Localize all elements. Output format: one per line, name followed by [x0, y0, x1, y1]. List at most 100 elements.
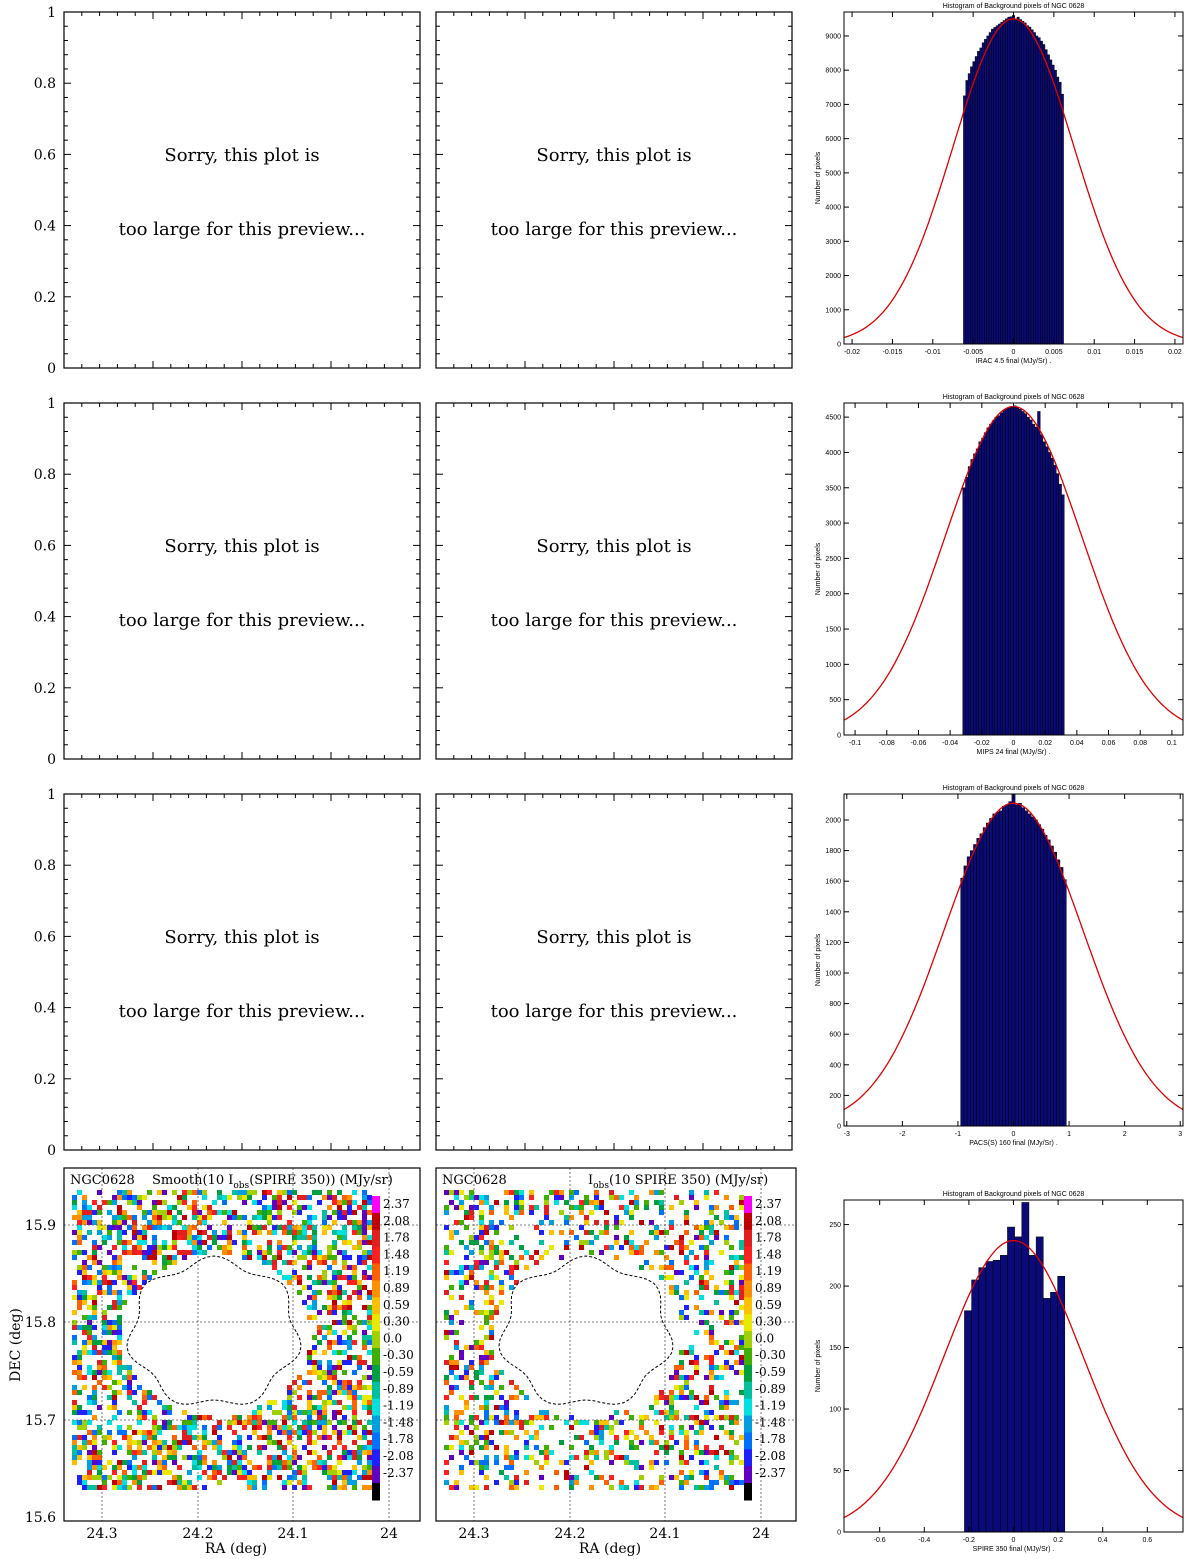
map-pixel: [177, 1475, 182, 1480]
map-pixel: [337, 1210, 342, 1215]
map-pixel: [519, 1245, 524, 1250]
map-pixel: [519, 1255, 524, 1260]
map-pixel: [172, 1440, 177, 1445]
map-pixel: [474, 1345, 479, 1350]
map-pixel: [484, 1310, 489, 1315]
map-pixel: [739, 1390, 744, 1395]
map-pixel: [72, 1230, 77, 1235]
histogram-bar: [1053, 464, 1057, 736]
map-pixel: [729, 1265, 734, 1270]
map-pixel: [282, 1450, 287, 1455]
histogram-bar: [1045, 446, 1049, 736]
map-pixel: [237, 1450, 242, 1455]
map-pixel: [112, 1355, 117, 1360]
map-pixel: [524, 1455, 529, 1460]
map-pixel: [569, 1195, 574, 1200]
map-pixel: [539, 1220, 544, 1225]
panel-frame: [435, 793, 793, 1151]
histogram-bar: [1031, 423, 1036, 736]
map-pixel: [709, 1370, 714, 1375]
map-pixel: [252, 1200, 257, 1205]
map-pixel: [669, 1415, 674, 1420]
map-pixel: [352, 1440, 357, 1445]
map-pixel: [367, 1465, 372, 1470]
x-tick-label: 2: [1123, 1131, 1127, 1138]
map-pixel: [554, 1195, 559, 1200]
map-pixel: [699, 1400, 704, 1405]
histogram-bar: [1056, 76, 1060, 345]
x-axis-label: SPIRE 350 final (MJy/Sr) .: [973, 1546, 1055, 1553]
map-pixel: [322, 1270, 327, 1275]
map-pixel: [132, 1245, 137, 1250]
map-pixel: [172, 1460, 177, 1465]
map-pixel: [469, 1250, 474, 1255]
map-pixel: [347, 1305, 352, 1310]
map-pixel: [297, 1225, 302, 1230]
map-pixel: [132, 1450, 137, 1455]
map-pixel: [237, 1190, 242, 1195]
map-pixel: [514, 1280, 519, 1285]
map-pixel: [469, 1360, 474, 1365]
map-pixel: [619, 1455, 624, 1460]
map-pixel: [342, 1265, 347, 1270]
map-pixel: [669, 1430, 674, 1435]
map-pixel: [117, 1365, 122, 1370]
map-pixel: [504, 1420, 509, 1425]
map-pixel: [679, 1450, 684, 1455]
map-pixel: [739, 1280, 744, 1285]
map-pixel: [87, 1230, 92, 1235]
map-pixel: [257, 1415, 262, 1420]
map-pixel: [362, 1240, 367, 1245]
histogram-bar: [1019, 19, 1022, 345]
map-pixel: [719, 1375, 724, 1380]
map-pixel: [484, 1435, 489, 1440]
map-pixel: [614, 1195, 619, 1200]
map-pixel: [489, 1205, 494, 1210]
map-pixel: [197, 1220, 202, 1225]
map-pixel: [362, 1260, 367, 1265]
map-pixel: [227, 1210, 232, 1215]
histogram-bar: [1040, 40, 1043, 345]
map-pixel: [659, 1410, 664, 1415]
map-pixel: [77, 1250, 82, 1255]
map-pixel: [77, 1410, 82, 1415]
map-pixel: [489, 1250, 494, 1255]
map-pixel: [484, 1405, 489, 1410]
map-pixel: [187, 1230, 192, 1235]
map-pixel: [82, 1345, 87, 1350]
map-pixel: [704, 1235, 709, 1240]
map-pixel: [544, 1445, 549, 1450]
map-pixel: [347, 1450, 352, 1455]
map-pixel: [367, 1460, 372, 1465]
map-pixel: [277, 1240, 282, 1245]
placeholder-message-line2: too large for this preview...: [119, 610, 366, 631]
map-pixel: [142, 1210, 147, 1215]
map-pixel: [217, 1450, 222, 1455]
map-pixel: [287, 1455, 292, 1460]
map-pixel: [107, 1430, 112, 1435]
y-tick-label: 1200: [825, 940, 841, 947]
map-pixel: [152, 1420, 157, 1425]
y-tick-label: 4500: [825, 415, 841, 422]
map-pixel: [594, 1450, 599, 1455]
map-pixel: [307, 1250, 312, 1255]
map-pixel: [332, 1375, 337, 1380]
map-pixel: [454, 1340, 459, 1345]
map-pixel: [469, 1195, 474, 1200]
map-pixel: [337, 1205, 342, 1210]
histogram-bar: [1021, 20, 1025, 345]
map-pixel: [479, 1215, 484, 1220]
map-pixel: [362, 1220, 367, 1225]
map-pixel: [312, 1395, 317, 1400]
map-pixel: [494, 1200, 499, 1205]
map-pixel: [127, 1485, 132, 1490]
map-pixel: [689, 1240, 694, 1245]
map-pixel: [222, 1475, 227, 1480]
map-pixel: [297, 1235, 302, 1240]
map-pixel: [97, 1260, 102, 1265]
map-pixel: [172, 1260, 177, 1265]
map-pixel: [297, 1280, 302, 1285]
map-pixel: [142, 1270, 147, 1275]
map-pixel: [337, 1270, 342, 1275]
map-pixel: [152, 1425, 157, 1430]
